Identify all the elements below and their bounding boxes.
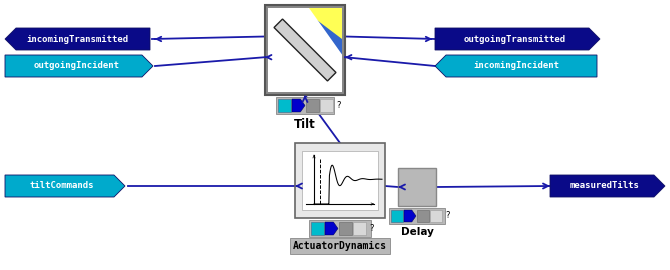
Bar	[302, 151, 378, 210]
Bar	[391, 210, 403, 222]
Polygon shape	[301, 8, 342, 39]
Bar	[268, 8, 342, 92]
Bar	[274, 19, 336, 81]
Polygon shape	[5, 55, 153, 77]
Text: incomingIncident: incomingIncident	[473, 62, 559, 70]
Bar	[398, 168, 436, 206]
Bar	[309, 220, 371, 237]
Text: tiltCommands: tiltCommands	[30, 181, 94, 191]
Polygon shape	[5, 28, 150, 50]
Polygon shape	[292, 99, 305, 112]
Bar	[311, 222, 324, 235]
Polygon shape	[435, 28, 600, 50]
Polygon shape	[5, 175, 125, 197]
Polygon shape	[550, 175, 665, 197]
Bar	[339, 222, 352, 235]
Text: ActuatorDynamics: ActuatorDynamics	[293, 241, 387, 251]
Polygon shape	[435, 55, 597, 77]
Bar	[276, 97, 334, 114]
Text: Delay: Delay	[401, 227, 433, 237]
Bar	[290, 238, 390, 254]
Polygon shape	[325, 222, 338, 235]
Bar	[320, 99, 333, 112]
Polygon shape	[268, 8, 342, 92]
Text: ?: ?	[336, 101, 340, 110]
Bar	[295, 143, 385, 218]
Text: Tilt: Tilt	[294, 117, 316, 130]
Bar	[278, 99, 291, 112]
Bar	[389, 208, 445, 224]
Bar	[353, 222, 366, 235]
Text: ?: ?	[369, 224, 373, 233]
Bar	[430, 210, 442, 222]
Text: outgoingIncident: outgoingIncident	[34, 62, 119, 70]
Text: incomingTransmitted: incomingTransmitted	[26, 35, 129, 43]
Bar	[265, 5, 345, 95]
Text: ?: ?	[445, 211, 450, 221]
Text: outgoingTransmitted: outgoingTransmitted	[464, 35, 565, 43]
Polygon shape	[404, 210, 416, 222]
Text: measuredTilts: measuredTilts	[570, 181, 640, 191]
Bar	[417, 210, 429, 222]
Bar	[306, 99, 319, 112]
